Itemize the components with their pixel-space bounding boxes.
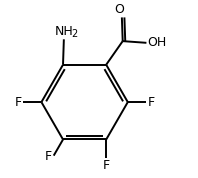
Text: F: F	[14, 96, 21, 109]
Text: 2: 2	[71, 29, 77, 39]
Text: NH: NH	[54, 25, 73, 38]
Text: F: F	[45, 150, 52, 163]
Text: OH: OH	[147, 36, 167, 49]
Text: F: F	[148, 96, 155, 109]
Text: F: F	[103, 159, 110, 172]
Text: O: O	[114, 3, 124, 16]
